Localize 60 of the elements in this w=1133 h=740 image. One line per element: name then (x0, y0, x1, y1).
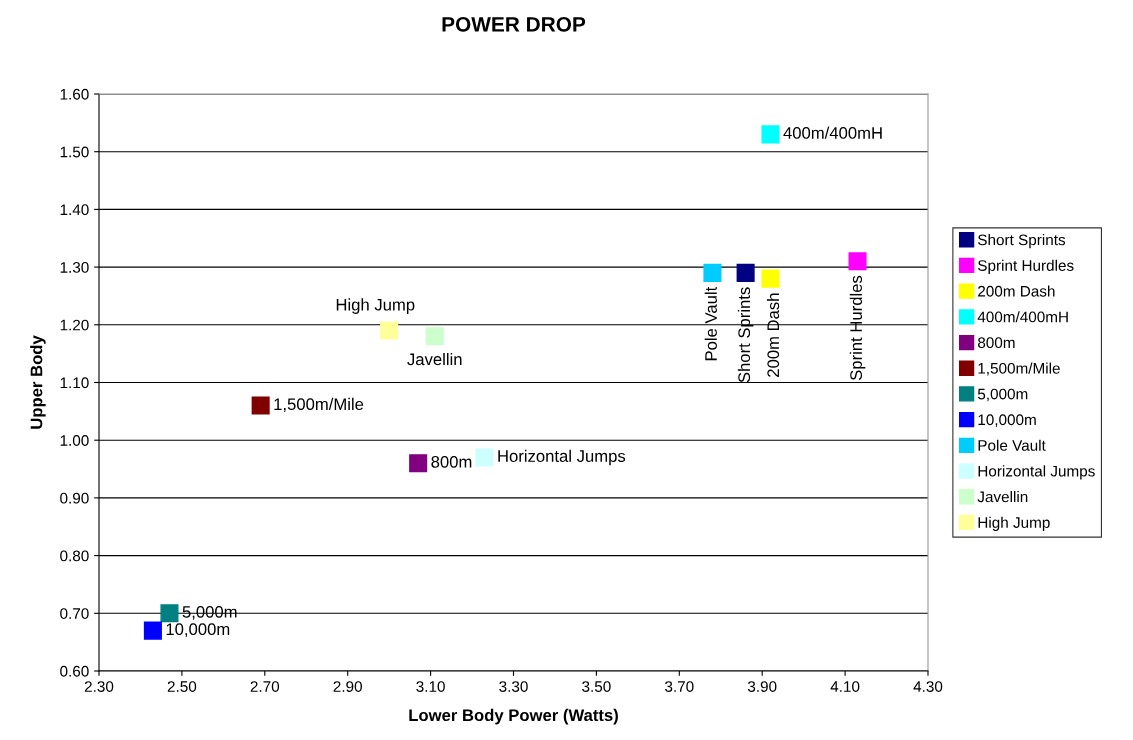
x-tick-label: 2.70 (250, 681, 280, 692)
legend-label: 800m (977, 337, 1015, 349)
text: 400m/400mH (783, 126, 882, 139)
point (409, 454, 428, 473)
legend-label: Sprint Hurdles (978, 259, 1074, 274)
legend-label: 10,000m (978, 414, 1036, 427)
legend-label: 400m/400mH (977, 311, 1068, 323)
point (160, 604, 179, 623)
y-tick-label: 0.90 (60, 492, 89, 504)
text: Pole Vault (704, 286, 717, 361)
y-axis-title: Upper Body (30, 335, 46, 429)
y-tick-label: 0.70 (60, 608, 89, 619)
legend-label: Javellin (977, 491, 1028, 503)
x-tick-label: 3.50 (582, 681, 611, 692)
chart-title: POWER DROP (442, 16, 586, 32)
point (761, 125, 780, 144)
text: 10,000m (166, 623, 230, 638)
legend-label: 5,000m (977, 388, 1028, 402)
text: Javellin (407, 353, 462, 366)
point (736, 263, 755, 282)
x-tick-label: 4.10 (830, 681, 860, 692)
x-tick-label: 4.30 (913, 681, 943, 692)
legend-label: Short Sprints (978, 234, 1066, 249)
point (761, 269, 780, 288)
x-tick-label: 2.30 (84, 681, 114, 692)
legend-label: Pole Vault (978, 439, 1046, 451)
y-tick-label: 1.30 (60, 261, 89, 273)
text: 200m Dash (766, 293, 780, 377)
y-tick-label: 1.50 (60, 146, 89, 158)
text: Horizontal Jumps (498, 449, 626, 466)
x-tick-label: 2.50 (167, 681, 197, 692)
x-axis-title: Lower Body Power (Watts) (409, 708, 618, 725)
legend-label: Horizontal Jumps (978, 465, 1095, 480)
y-tick-label: 1.60 (60, 88, 89, 100)
y-tick-label: 1.20 (60, 319, 89, 331)
text: 1,500m/Mile (274, 397, 364, 413)
y-tick-label: 1.10 (60, 377, 89, 389)
legend-label: High Jump (978, 516, 1050, 531)
text: High Jump (336, 298, 415, 314)
x-tick-label: 2.90 (333, 681, 362, 692)
y-tick-label: 1.40 (60, 204, 89, 216)
point (251, 396, 270, 415)
text: Short Sprints (737, 287, 754, 383)
legend-label: 1,500m/Mile (978, 362, 1060, 376)
point (848, 252, 867, 271)
legend-label: 200m Dash (978, 285, 1055, 297)
point (703, 263, 722, 282)
point (475, 448, 494, 467)
point (380, 321, 399, 340)
y-tick-label: 1.00 (60, 435, 89, 446)
x-tick-label: 3.10 (416, 681, 445, 692)
y-tick-label: 0.60 (60, 665, 89, 677)
point (143, 621, 162, 640)
point (425, 327, 444, 346)
text: Sprint Hurdles (849, 275, 866, 381)
x-tick-label: 3.70 (665, 681, 694, 692)
x-tick-label: 3.90 (747, 681, 777, 692)
text: 800m (431, 455, 472, 468)
x-tick-label: 3.30 (499, 681, 528, 692)
y-tick-label: 0.80 (60, 550, 89, 562)
